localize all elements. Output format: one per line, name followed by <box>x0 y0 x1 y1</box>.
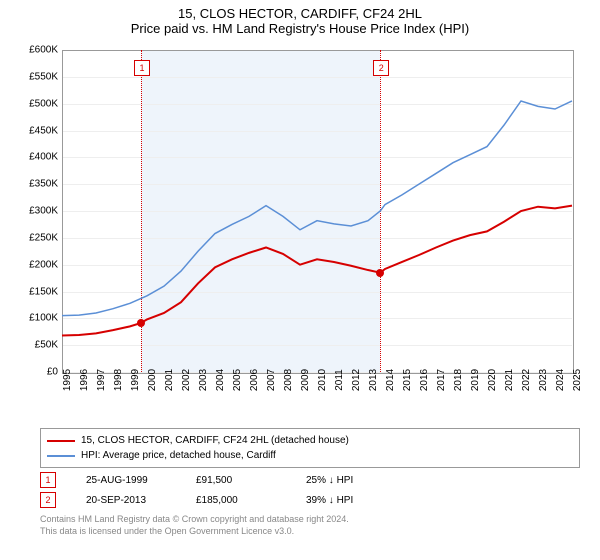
x-tick-label: 1995 <box>62 369 73 391</box>
chart-area: £0£50K£100K£150K£200K£250K£300K£350K£400… <box>20 40 580 420</box>
chart-title: 15, CLOS HECTOR, CARDIFF, CF24 2HL <box>0 0 600 21</box>
x-tick-label: 1998 <box>113 369 124 391</box>
x-tick-label: 2009 <box>300 369 311 391</box>
x-tick-label: 2010 <box>317 369 328 391</box>
x-tick-label: 2001 <box>164 369 175 391</box>
x-tick-label: 2008 <box>283 369 294 391</box>
sale-dot <box>137 319 145 327</box>
sale-date: 25-AUG-1999 <box>86 475 166 486</box>
x-tick-label: 2016 <box>419 369 430 391</box>
x-tick-label: 2005 <box>232 369 243 391</box>
x-tick-label: 2015 <box>402 369 413 391</box>
footnote: Contains HM Land Registry data © Crown c… <box>40 514 580 537</box>
x-tick-label: 2012 <box>351 369 362 391</box>
sale-row: 1 25-AUG-1999 £91,500 25% ↓ HPI <box>40 472 580 488</box>
x-tick-label: 2017 <box>436 369 447 391</box>
sale-price: £91,500 <box>196 475 276 486</box>
legend-swatch <box>47 440 75 442</box>
legend: 15, CLOS HECTOR, CARDIFF, CF24 2HL (deta… <box>40 428 580 468</box>
x-tick-label: 1999 <box>130 369 141 391</box>
legend-label: 15, CLOS HECTOR, CARDIFF, CF24 2HL (deta… <box>81 435 349 446</box>
x-tick-label: 2006 <box>249 369 260 391</box>
x-tick-label: 2013 <box>368 369 379 391</box>
legend-item: 15, CLOS HECTOR, CARDIFF, CF24 2HL (deta… <box>47 433 573 448</box>
x-tick-label: 2003 <box>198 369 209 391</box>
x-tick-label: 2020 <box>487 369 498 391</box>
x-tick-label: 1997 <box>96 369 107 391</box>
x-tick-label: 2021 <box>504 369 515 391</box>
x-tick-label: 2004 <box>215 369 226 391</box>
x-tick-label: 2002 <box>181 369 192 391</box>
sales-table: 1 25-AUG-1999 £91,500 25% ↓ HPI 2 20-SEP-2013… <box>0 472 600 508</box>
x-tick-label: 2011 <box>334 369 345 391</box>
x-tick-label: 1996 <box>79 369 90 391</box>
sale-dot <box>376 269 384 277</box>
x-tick-label: 2023 <box>538 369 549 391</box>
chart-subtitle: Price paid vs. HM Land Registry's House … <box>0 21 600 40</box>
sale-delta: 39% ↓ HPI <box>306 495 386 506</box>
series-property <box>62 206 572 336</box>
x-tick-label: 2007 <box>266 369 277 391</box>
x-tick-label: 2025 <box>572 369 583 391</box>
legend-swatch <box>47 455 75 457</box>
x-tick-label: 2024 <box>555 369 566 391</box>
series-hpi <box>62 101 572 316</box>
footnote-line: Contains HM Land Registry data © Crown c… <box>40 514 580 526</box>
sale-delta: 25% ↓ HPI <box>306 475 386 486</box>
x-tick-label: 2022 <box>521 369 532 391</box>
sale-row-marker: 2 <box>40 492 56 508</box>
sale-row: 2 20-SEP-2013 £185,000 39% ↓ HPI <box>40 492 580 508</box>
sale-price: £185,000 <box>196 495 276 506</box>
sale-date: 20-SEP-2013 <box>86 495 166 506</box>
sale-row-marker: 1 <box>40 472 56 488</box>
x-tick-label: 2018 <box>453 369 464 391</box>
x-tick-label: 2000 <box>147 369 158 391</box>
footnote-line: This data is licensed under the Open Gov… <box>40 526 580 538</box>
legend-label: HPI: Average price, detached house, Card… <box>81 450 276 461</box>
series-svg <box>20 40 580 420</box>
x-tick-label: 2014 <box>385 369 396 391</box>
legend-item: HPI: Average price, detached house, Card… <box>47 448 573 463</box>
x-tick-label: 2019 <box>470 369 481 391</box>
